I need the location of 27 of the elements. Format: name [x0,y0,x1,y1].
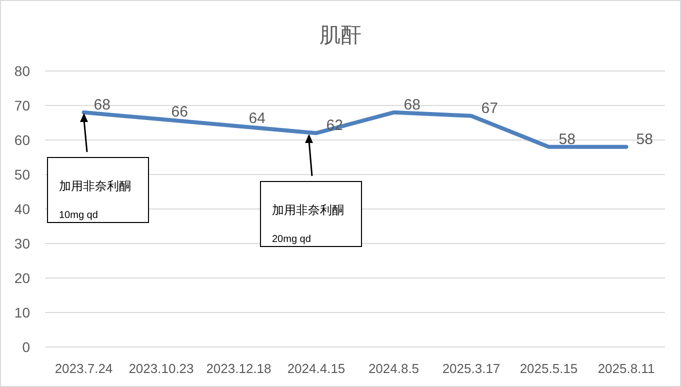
y-tick-label: 20 [14,270,30,286]
x-tick-label: 2025.5.15 [520,361,578,376]
x-tick-label: 2023.7.24 [54,361,113,376]
y-tick-label: 10 [14,304,30,320]
data-label: 66 [171,103,188,120]
data-label: 58 [636,130,653,148]
y-tick-label: 80 [14,63,30,79]
text: 加用非奈利酮 20mg qd [272,203,344,245]
y-tick-label: 70 [14,98,30,114]
x-tick-label: 2024.4.15 [287,361,346,376]
text: 加用非奈利酮 10mg qd [59,179,131,221]
y-tick-label: 60 [14,132,30,148]
x-tick-label: 2023.10.23 [128,361,194,376]
data-label: 64 [248,110,266,128]
x-tick-label: 2025.3.17 [442,361,500,376]
y-tick-label: 40 [14,201,30,217]
data-label: 58 [558,130,576,148]
y-tick-label: 50 [14,166,30,182]
x-tick-label: 2025.8.11 [598,361,655,376]
data-label: 67 [481,100,498,117]
data-label: 68 [404,96,420,114]
y-tick-label: 30 [14,236,30,252]
x-tick-label: 2024.8.5 [368,361,420,376]
x-tick-label: 2023.12.18 [206,361,272,376]
y-tick-label: 0 [22,339,30,355]
data-label: 68 [94,96,110,114]
chart-title: 肌酐 [320,24,362,47]
